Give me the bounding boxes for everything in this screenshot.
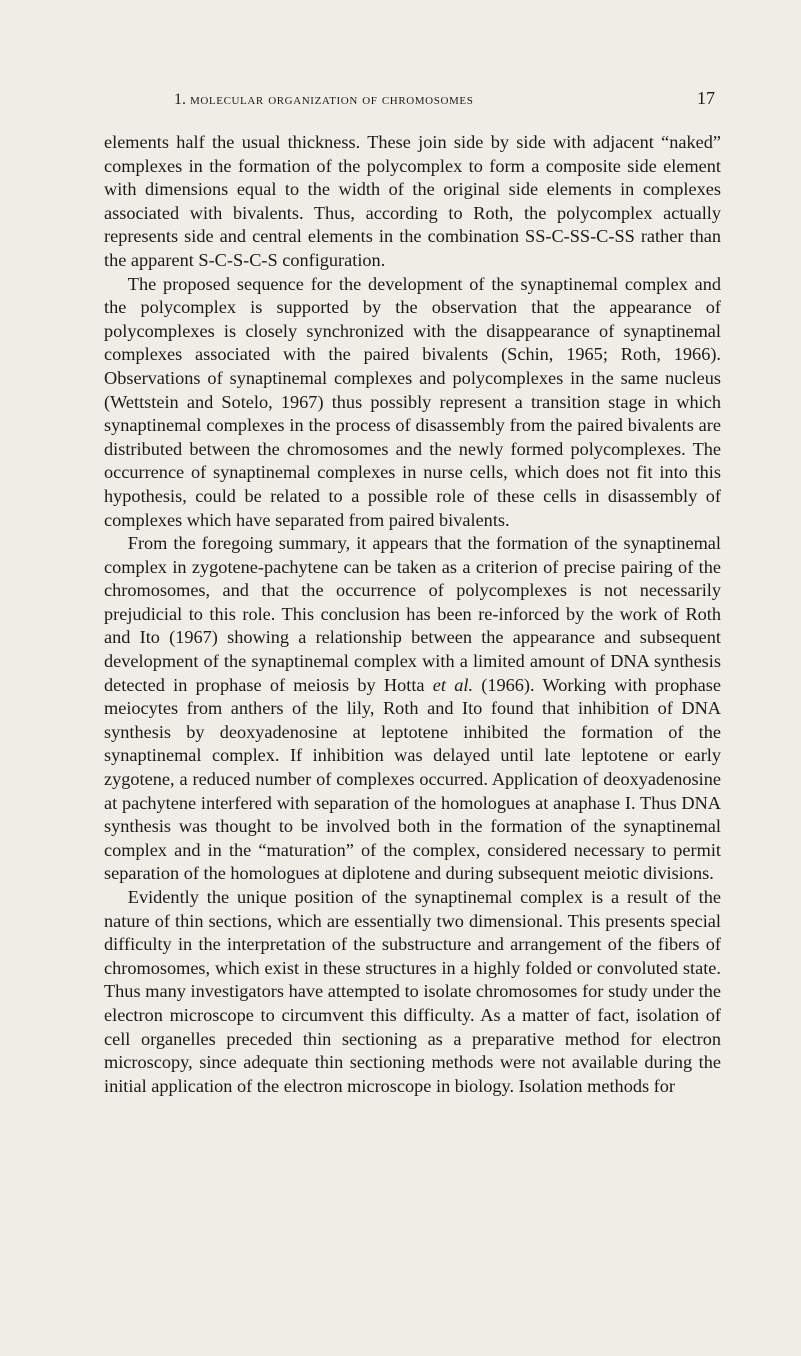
paragraph: From the foregoing summary, it appears t… [104,532,721,886]
section-number: 1. [174,91,186,108]
paragraph: Evidently the unique position of the syn… [104,886,721,1098]
section-title: 1. molecular organization of chromosomes [174,91,473,109]
text-run: (1966). Working with prophase meiocytes … [104,675,721,884]
text-run: From the foregoing summary, it appears t… [104,533,721,695]
section-title-text: molecular organization of chromosomes [190,92,473,108]
paragraph: The proposed sequence for the developmen… [104,273,721,533]
paragraph: elements half the usual thickness. These… [104,131,721,273]
page-header: 1. molecular organization of chromosomes… [104,88,721,109]
body-text: elements half the usual thickness. These… [104,131,721,1098]
italic-text: et al. [433,675,473,695]
page-number: 17 [697,88,715,109]
